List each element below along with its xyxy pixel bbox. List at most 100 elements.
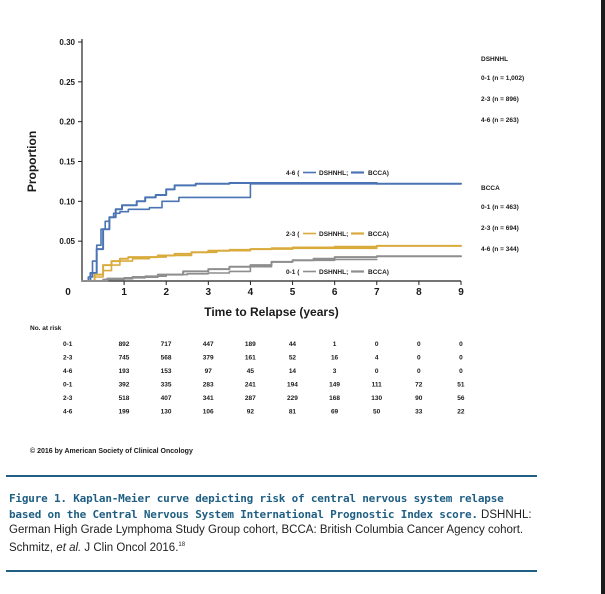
side-legend-row: 2-3 (n = 694) <box>481 225 519 232</box>
risk-cell: 745 <box>119 355 130 362</box>
inline-legend-dshnhl: DSHNHL; <box>319 170 348 177</box>
y-tick-label: 0.10 <box>59 197 75 206</box>
risk-cell: 130 <box>161 409 172 416</box>
risk-cell: 16 <box>331 355 339 362</box>
x-tick-label: 1 <box>121 287 127 298</box>
risk-cell: 0 <box>375 341 379 348</box>
risk-cell: 45 <box>247 368 255 375</box>
risk-cell: 717 <box>161 341 172 348</box>
side-legend-title: BCCA <box>481 185 500 192</box>
risk-cell: 568 <box>161 355 172 362</box>
inline-legend-bcca: BCCA) <box>368 170 389 177</box>
inline-legend-prefix: 0-1 ( <box>286 269 300 276</box>
risk-cell: 90 <box>415 395 423 402</box>
risk-cell: 189 <box>245 341 256 348</box>
inline-legend-dshnhl: DSHNHL; <box>319 269 348 276</box>
y-tick-label: 0.25 <box>59 78 75 87</box>
caption-rule-top <box>6 475 537 477</box>
inline-legend-bcca: BCCA) <box>368 269 389 276</box>
axes: 0.05 0.10 0.15 0.20 0.25 0.30 0 1 2 3 4 5 6 7 8 9 Time t… <box>25 38 464 319</box>
inline-legends: 4-6 (DSHNHL; BCCA) 2-3 (DSHNHL; BCCA) 0-1 (D… <box>286 170 389 276</box>
y-tick-label: 0.30 <box>59 38 75 47</box>
x-tick-label: 0 <box>65 287 71 298</box>
x-tick-label: 4 <box>248 287 254 298</box>
risk-row-label: 2-3 <box>63 355 73 362</box>
risk-cell: 111 <box>372 382 383 389</box>
risk-cell: 229 <box>287 395 298 402</box>
caption-rule-bottom <box>6 570 537 572</box>
risk-row-label: 4-6 <box>63 368 73 375</box>
x-tick-label: 6 <box>332 287 338 298</box>
risk-cell: 22 <box>457 409 465 416</box>
risk-cell: 4 <box>375 355 379 362</box>
risk-cell: 3 <box>333 368 337 375</box>
page-edge <box>601 0 605 594</box>
risk-cell: 1 <box>333 341 337 348</box>
risk-row-label: 0-1 <box>63 341 73 348</box>
risk-cell: 50 <box>373 409 381 416</box>
risk-cell: 379 <box>203 355 214 362</box>
x-tick-label: 3 <box>206 287 212 298</box>
risk-table: No. at risk 0-1 892 717 447 189 44 1 0 0 0 2-3 745 56… <box>30 325 465 416</box>
caption-body-post: J Clin Oncol 2016. <box>81 541 179 554</box>
copyright-text: © 2016 by American Society of Clinical O… <box>30 447 193 455</box>
y-tick-label: 0.20 <box>59 118 75 127</box>
risk-cell: 149 <box>329 382 340 389</box>
risk-cell: 392 <box>119 382 130 389</box>
risk-cell: 81 <box>289 409 297 416</box>
risk-cell: 130 <box>371 395 382 402</box>
curves <box>81 182 462 282</box>
risk-row-label: 2-3 <box>63 395 73 402</box>
risk-cell: 0 <box>459 341 463 348</box>
risk-cell: 92 <box>247 409 255 416</box>
risk-row-label: 0-1 <box>63 382 73 389</box>
risk-cell: 0 <box>417 368 421 375</box>
risk-cell: 161 <box>245 355 256 362</box>
side-legend-row: 4-6 (n = 344) <box>481 246 519 253</box>
risk-cell: 168 <box>329 395 340 402</box>
inline-legend-prefix: 4-6 ( <box>286 170 300 177</box>
y-tick-label: 0.15 <box>59 158 75 167</box>
risk-cell: 106 <box>203 409 214 416</box>
risk-cell: 518 <box>119 395 130 402</box>
inline-legend-prefix: 2-3 ( <box>286 231 300 238</box>
risk-cell: 194 <box>287 382 298 389</box>
risk-cell: 199 <box>119 409 130 416</box>
risk-cell: 0 <box>459 368 463 375</box>
caption-title: Figure 1. Kaplan-Meier curve depicting r… <box>9 492 504 521</box>
x-tick-label: 5 <box>290 287 296 298</box>
risk-table-title: No. at risk <box>30 325 62 332</box>
risk-cell: 0 <box>459 355 463 362</box>
risk-row-label: 4-6 <box>63 409 73 416</box>
x-tick-label: 2 <box>163 287 169 298</box>
risk-cell: 407 <box>161 395 172 402</box>
risk-cell: 0 <box>417 341 421 348</box>
risk-cell: 283 <box>203 382 214 389</box>
figure-caption: Figure 1. Kaplan-Meier curve depicting r… <box>9 491 539 556</box>
risk-cell: 44 <box>289 341 297 348</box>
caption-body-italic: et al. <box>56 541 82 554</box>
risk-cell: 287 <box>245 395 256 402</box>
risk-cell: 335 <box>161 382 172 389</box>
risk-cell: 153 <box>161 368 172 375</box>
side-legend-row: 0-1 (n = 463) <box>481 204 519 211</box>
side-legend-title: DSHNHL <box>481 56 508 63</box>
risk-cell: 51 <box>457 382 465 389</box>
risk-cell: 892 <box>119 341 130 348</box>
x-tick-label: 8 <box>416 287 422 298</box>
risk-cell: 0 <box>375 368 379 375</box>
caption-body-pre: DSHNHL: German High Grade Lymphoma Study… <box>9 509 532 554</box>
side-legend: DSHNHL 0-1 (n = 1,002) 2-3 (n = 896) 4-6 (n… <box>481 56 524 253</box>
risk-cell: 72 <box>415 382 423 389</box>
risk-cell: 241 <box>245 382 256 389</box>
side-legend-row: 0-1 (n = 1,002) <box>481 75 524 82</box>
x-axis-title: Time to Relapse (years) <box>204 305 339 319</box>
risk-cell: 447 <box>203 341 214 348</box>
risk-cell: 14 <box>289 368 297 375</box>
curve-0-1-bcca <box>81 255 462 282</box>
y-tick-label: 0.05 <box>59 237 75 246</box>
risk-cell: 193 <box>119 368 130 375</box>
curve-2-3-bcca <box>81 244 462 282</box>
curve-4-6-bcca <box>81 182 462 282</box>
